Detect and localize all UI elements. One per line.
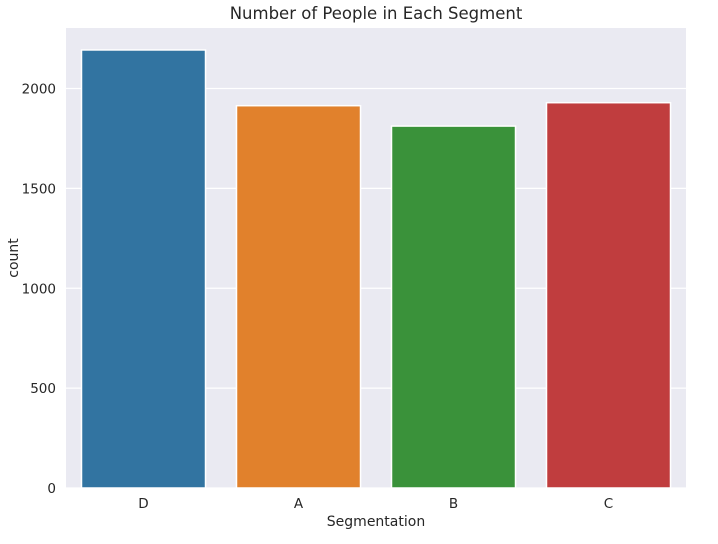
y-axis-label: count [6,238,22,278]
x-tick-label: D [138,496,148,512]
bar-d [80,49,207,489]
chart-title: Number of People in Each Segment [230,4,523,23]
x-tick-label: C [604,496,613,512]
y-tick-labels: 0 500 1000 1500 2000 [22,82,56,497]
bar-a [235,104,362,489]
y-tick-label: 500 [30,381,56,397]
x-axis-label: Segmentation [327,514,425,530]
y-tick-label: 1500 [22,181,56,197]
bars [80,49,672,489]
bar-b [390,125,517,489]
y-tick-label: 2000 [22,82,56,98]
x-tick-label: A [294,496,304,512]
bar-c [545,101,672,489]
y-tick-label: 0 [47,481,56,497]
y-tick-label: 1000 [22,281,56,297]
x-tick-label: B [449,496,458,512]
